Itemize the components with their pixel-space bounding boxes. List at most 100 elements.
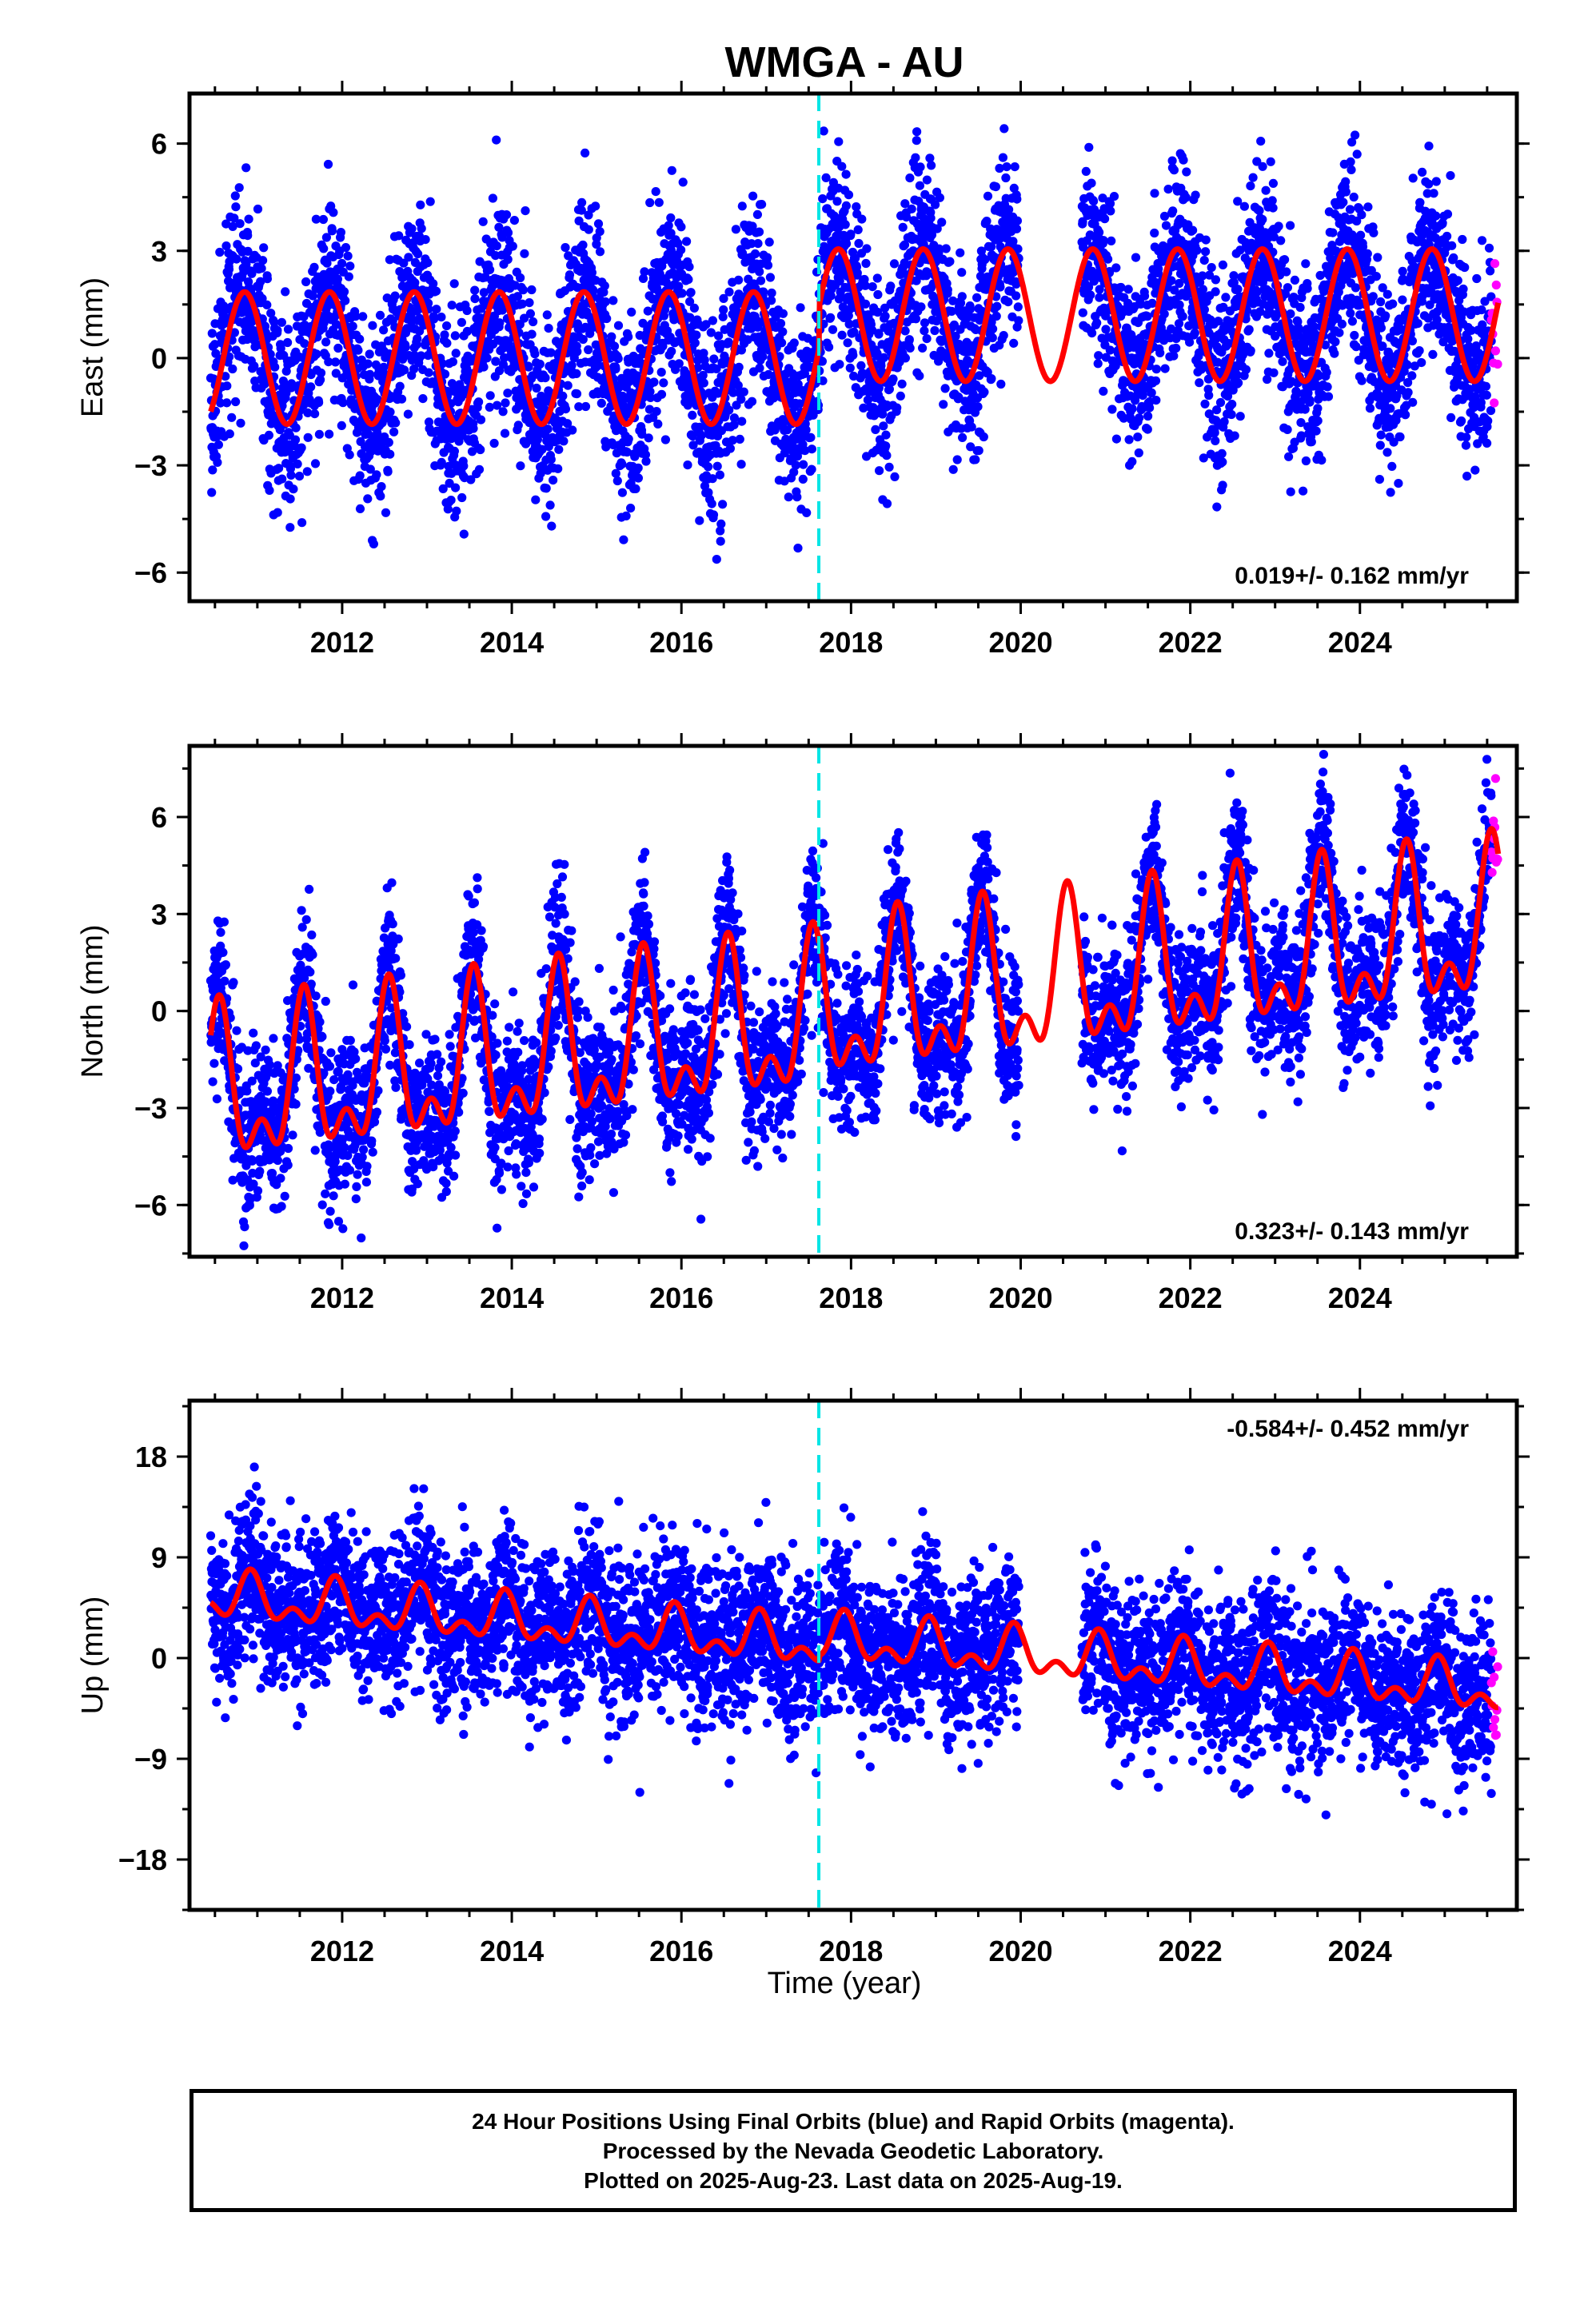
east-point — [927, 161, 936, 170]
east-point — [596, 398, 606, 408]
east-point — [343, 251, 353, 261]
east-point — [482, 353, 492, 363]
east-point — [283, 325, 293, 334]
east-point — [1001, 173, 1011, 183]
east-point — [544, 324, 553, 333]
east-point — [578, 334, 588, 345]
east-point — [1403, 388, 1413, 397]
east-point — [1335, 328, 1344, 337]
east-point — [832, 197, 842, 206]
east-point — [982, 217, 991, 226]
east-point — [1003, 297, 1013, 307]
east-point — [437, 313, 446, 322]
east-point — [626, 504, 636, 513]
east-point — [358, 312, 368, 321]
east-point — [394, 231, 404, 241]
east-point — [873, 289, 883, 300]
east-point — [653, 419, 663, 429]
east-point — [689, 303, 700, 313]
east-point — [1150, 228, 1159, 238]
east-point — [573, 347, 582, 357]
east-point — [660, 435, 671, 444]
east-point — [699, 378, 708, 388]
east-point — [1407, 371, 1417, 381]
east-point — [319, 318, 329, 328]
east-point — [664, 296, 674, 305]
east-point — [896, 391, 905, 401]
east-point — [311, 214, 321, 224]
east-point — [228, 364, 237, 374]
east-point — [301, 277, 311, 287]
east-point — [998, 153, 1007, 162]
east-point — [257, 293, 267, 304]
east-point — [1094, 351, 1103, 361]
east-point — [1127, 456, 1137, 467]
east-point — [1211, 287, 1220, 297]
east-point — [365, 349, 374, 359]
east-point — [429, 279, 438, 289]
east-point — [1395, 432, 1405, 442]
east-point — [470, 285, 480, 295]
east-point — [1331, 337, 1340, 347]
east-point — [379, 369, 389, 378]
east-point — [413, 249, 423, 259]
east-point — [872, 273, 882, 283]
east-point — [351, 312, 361, 321]
east-point — [1013, 302, 1023, 312]
east-point — [1424, 142, 1434, 151]
east-point — [1241, 365, 1251, 374]
east-point — [940, 384, 950, 393]
east-point — [992, 301, 1002, 311]
east-point — [1290, 275, 1299, 285]
east-point — [409, 364, 419, 374]
east-point — [270, 362, 280, 372]
east-point — [1283, 283, 1292, 293]
east-point — [525, 298, 534, 308]
east-point — [1307, 437, 1316, 447]
east-point — [368, 321, 377, 330]
east-point — [685, 297, 695, 306]
east-point — [1201, 235, 1211, 245]
east-point — [915, 181, 924, 190]
east-point — [1095, 293, 1104, 302]
east-point — [937, 217, 947, 227]
east-point — [862, 244, 872, 253]
east-point — [266, 309, 276, 318]
east-point — [854, 238, 864, 249]
east-point — [725, 444, 736, 453]
east-point — [385, 449, 395, 459]
east-point — [1346, 157, 1355, 166]
east-point — [645, 197, 655, 208]
east-point — [416, 200, 425, 209]
east-point — [1087, 329, 1097, 338]
east-point — [821, 173, 831, 182]
east-point — [449, 279, 459, 289]
east-point — [758, 352, 768, 361]
east-point — [493, 401, 502, 410]
east-point — [930, 325, 940, 336]
east-point — [221, 219, 231, 229]
east-point — [1256, 137, 1266, 146]
east-point — [1398, 266, 1407, 276]
east-point — [848, 350, 858, 360]
east-point — [1295, 302, 1305, 313]
east-point — [1363, 249, 1372, 258]
east-point — [753, 239, 763, 249]
east-point — [442, 321, 452, 331]
east-point — [607, 332, 616, 341]
east-point — [684, 262, 694, 272]
east-point — [892, 403, 902, 413]
east-point — [541, 484, 551, 493]
east-point — [1201, 247, 1211, 257]
east-point — [755, 363, 764, 373]
east-point — [1171, 343, 1181, 353]
east-point — [574, 402, 584, 412]
east-point — [666, 213, 676, 223]
east-point — [1394, 479, 1403, 488]
east-point — [306, 382, 316, 392]
east-point — [884, 462, 894, 472]
east-point — [525, 309, 536, 318]
east-point — [666, 229, 676, 238]
east-point — [531, 495, 541, 504]
east-point — [640, 450, 651, 460]
